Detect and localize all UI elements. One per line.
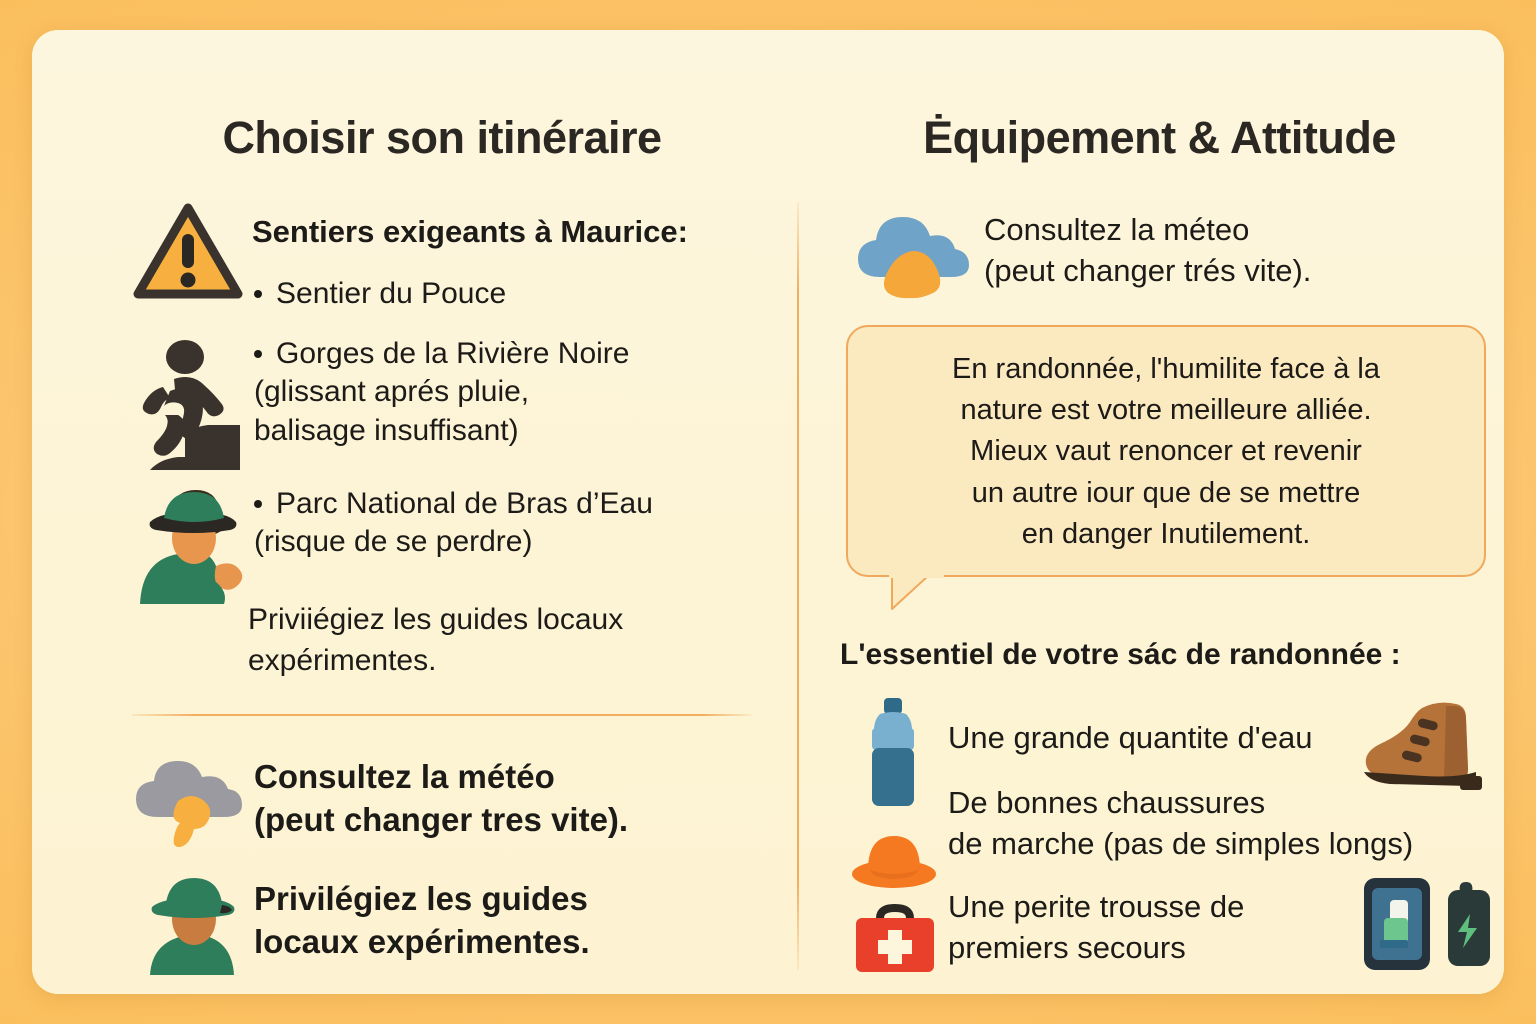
quote-bubble-body: En randonnée, l'humilite face à la natur… bbox=[846, 325, 1486, 577]
quote-line-3: Mieux vaut renoncer et revenir bbox=[970, 435, 1362, 468]
phone-powerbank-icon bbox=[1362, 876, 1492, 972]
local-guide-person-icon-2 bbox=[136, 875, 248, 975]
left-weather-row: Consultez la météo (peut changer tres vi… bbox=[254, 756, 754, 842]
left-note-row: Priviiégiez les guides locaux expériment… bbox=[248, 600, 748, 681]
quote-line-5: en danger Inutilement. bbox=[1021, 517, 1311, 550]
water-bottle-icon bbox=[860, 698, 926, 810]
right-column-title: Ėquipement & Attitude bbox=[923, 112, 1396, 163]
right-item-1-text: Une grande quantite d'eau bbox=[948, 720, 1313, 755]
right-item-2-text: De bonnes chaussures de marche (pas de s… bbox=[948, 785, 1414, 862]
left-section-divider bbox=[132, 714, 752, 716]
quote-bubble: En randonnée, l'humilite face à la natur… bbox=[846, 325, 1486, 610]
left-bullet-2-text: Gorges de la Rivière Noire bbox=[276, 337, 630, 370]
left-bullet-1: Sentier du Pouce bbox=[250, 275, 770, 313]
essential-label: L'essentiel de votre sác de randonnée : bbox=[840, 638, 1401, 671]
hiking-boot-icon bbox=[1360, 694, 1504, 804]
right-item-1: Une grande quantite d'eau bbox=[948, 718, 1448, 758]
left-intro-text: Sentiers exigeants à Maurice: bbox=[252, 214, 688, 249]
left-guides-row: Privilégiez les guides locaux expériment… bbox=[254, 878, 754, 964]
column-divider bbox=[797, 202, 799, 970]
content-card: Choisir son itinéraire Sentiers exigeant… bbox=[32, 30, 1504, 994]
right-weather-text: Consultez la méteo (peut changer trés vi… bbox=[984, 212, 1312, 288]
left-bullet-1-text: Sentier du Pouce bbox=[276, 277, 507, 310]
left-bullet-3: Parc National de Bras d’Eau (risque de s… bbox=[250, 485, 780, 562]
left-bullet-3-text: Parc National de Bras d’Eau bbox=[276, 487, 653, 520]
left-guides-text: Privilégiez les guides locaux expériment… bbox=[254, 880, 590, 960]
right-item-3: Une perite trousse de premiers secours bbox=[948, 886, 1448, 968]
quote-line-1: En randonnée, l'humilite face à la bbox=[952, 353, 1380, 385]
left-note-text: Priviiégiez les guides locaux expériment… bbox=[248, 603, 624, 677]
right-item-2: De bonnes chaussures de marche (pas de s… bbox=[948, 782, 1488, 864]
left-weather-text: Consultez la météo (peut changer tres vi… bbox=[254, 758, 629, 838]
quote-bubble-tail bbox=[889, 574, 944, 610]
right-item-3-text: Une perite trousse de premiers secours bbox=[948, 889, 1245, 966]
first-aid-kit-icon bbox=[852, 902, 938, 974]
local-guide-person-icon bbox=[132, 482, 244, 604]
left-bullet-2: Gorges de la Rivière Noire (glissant apr… bbox=[250, 335, 770, 450]
cloud-sun-weather-icon-blue bbox=[854, 205, 972, 299]
warning-triangle-icon bbox=[132, 200, 244, 304]
sun-hat-icon bbox=[850, 830, 938, 892]
quote-line-2: nature est votre meilleure alliée. bbox=[960, 394, 1372, 427]
cloud-sun-weather-icon bbox=[130, 755, 250, 848]
quote-line-4: un autre iour que de se mettre bbox=[971, 476, 1361, 509]
left-column-title: Choisir son itinéraire bbox=[222, 112, 662, 163]
left-bullet-2-sub: (glissant aprés pluie, balisage insuffis… bbox=[254, 375, 530, 447]
left-bullet-3-sub: (risque de se perdre) bbox=[254, 525, 533, 559]
left-intro-row: Sentiers exigeants à Maurice: bbox=[132, 200, 772, 304]
right-weather-row: Consultez la méteo (peut changer trés vi… bbox=[984, 210, 1464, 292]
hiker-climbing-icon bbox=[130, 335, 240, 470]
